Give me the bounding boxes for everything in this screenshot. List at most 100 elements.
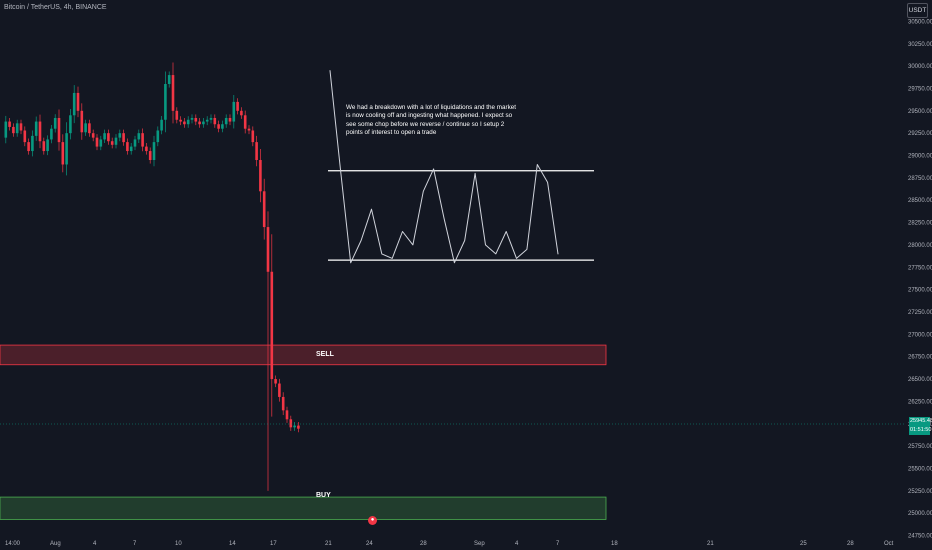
candle-body bbox=[34, 121, 38, 136]
time-tick-label: Sep bbox=[474, 541, 485, 547]
candle-body bbox=[114, 137, 118, 145]
price-tick-label: 28250.00 bbox=[908, 221, 932, 227]
time-tick-label: 4 bbox=[515, 541, 519, 547]
candle-body bbox=[217, 124, 220, 129]
candle-body bbox=[12, 126, 15, 134]
candle-body bbox=[19, 123, 23, 131]
buy-zone bbox=[0, 496, 607, 520]
candle-body bbox=[23, 130, 27, 143]
candle-body bbox=[65, 133, 68, 165]
candle-body bbox=[27, 142, 30, 152]
candle-body bbox=[171, 75, 175, 111]
candle-body bbox=[76, 92, 80, 111]
price-tick-label: 24750.00 bbox=[908, 534, 932, 540]
buy-zone-label: BUY bbox=[316, 492, 331, 499]
price-tick-label: 25250.00 bbox=[908, 489, 932, 495]
time-tick-label: 14 bbox=[229, 541, 236, 547]
candle-body bbox=[281, 396, 285, 411]
candle-body bbox=[251, 130, 255, 143]
candle-body bbox=[221, 124, 224, 129]
annotation-text: We had a breakdown with a lot of liquida… bbox=[346, 104, 517, 136]
symbol-title[interactable]: Bitcoin / TetherUS, 4h, BINANCE bbox=[4, 4, 107, 11]
candle-body bbox=[167, 75, 171, 84]
time-tick-label: 24 bbox=[366, 541, 373, 547]
candle-body bbox=[266, 227, 270, 272]
candle-body bbox=[289, 419, 293, 428]
candle-body bbox=[84, 123, 87, 133]
candle-body bbox=[183, 121, 186, 125]
candle-body bbox=[72, 92, 76, 116]
price-tick-label: 28000.00 bbox=[908, 243, 932, 249]
time-tick-label: 28 bbox=[420, 541, 427, 547]
candle-body bbox=[285, 410, 289, 420]
candle-body bbox=[255, 142, 258, 160]
time-axis[interactable]: 14:00 Aug 4 7 10 14 17 21 24 28 Sep 4 7 18 21 25 28 Oct bbox=[5, 541, 894, 547]
last-price-value: 25945.48 bbox=[910, 418, 932, 424]
currency-selector[interactable]: USDT bbox=[907, 3, 928, 18]
candle-body bbox=[8, 121, 11, 127]
candle-body bbox=[61, 142, 65, 165]
price-tick-label: 25000.00 bbox=[908, 511, 932, 517]
price-tick-label: 25750.00 bbox=[908, 444, 932, 450]
time-tick-label: 21 bbox=[325, 541, 332, 547]
price-tick-label: 27500.00 bbox=[908, 288, 932, 294]
candle-body bbox=[107, 133, 110, 142]
candle-body bbox=[186, 119, 190, 125]
price-tick-label: 26500.00 bbox=[908, 377, 932, 383]
price-axis[interactable]: 30500.00 30250.00 30000.00 29750.00 29500.00… bbox=[908, 19, 932, 539]
price-tick-label: 30500.00 bbox=[908, 19, 932, 25]
candle-body bbox=[148, 151, 152, 160]
candle-body bbox=[103, 133, 106, 140]
time-tick-label: 14:00 bbox=[5, 541, 21, 547]
candle-body bbox=[126, 142, 129, 152]
candle-body bbox=[164, 84, 167, 120]
price-tick-label: 27000.00 bbox=[908, 332, 932, 338]
zones-layer bbox=[0, 344, 607, 520]
candle-body bbox=[259, 160, 262, 192]
last-price-tag: 25945.48 01:51:50 bbox=[909, 417, 932, 435]
candle-body bbox=[190, 117, 194, 120]
candle-body bbox=[228, 117, 232, 122]
sell-zone bbox=[0, 344, 607, 366]
time-tick-label: 7 bbox=[556, 541, 560, 547]
time-tick-label: Aug bbox=[50, 541, 61, 547]
candles-layer bbox=[4, 62, 300, 491]
candle-body bbox=[15, 123, 19, 134]
price-tick-label: 29000.00 bbox=[908, 154, 932, 160]
countdown-value: 01:51:50 bbox=[910, 427, 932, 433]
candle-body bbox=[69, 115, 72, 134]
economic-event-icon[interactable]: ● bbox=[368, 516, 377, 525]
candle-body bbox=[42, 141, 46, 152]
candle-body bbox=[224, 117, 228, 125]
projection-sketch-line bbox=[329, 70, 559, 264]
candle-body bbox=[243, 115, 247, 129]
candle-body bbox=[205, 119, 209, 122]
price-tick-label: 28500.00 bbox=[908, 198, 932, 204]
candle-body bbox=[274, 379, 277, 384]
candle-body bbox=[50, 128, 53, 140]
candle-body bbox=[145, 146, 148, 152]
candle-body bbox=[91, 133, 95, 138]
candle-body bbox=[80, 110, 84, 133]
candle-body bbox=[122, 133, 125, 143]
candle-body bbox=[232, 101, 236, 122]
time-tick-label: Oct bbox=[884, 541, 894, 547]
candle-body bbox=[209, 117, 213, 120]
price-tick-label: 30250.00 bbox=[908, 42, 932, 48]
candle-body bbox=[129, 146, 133, 152]
time-tick-label: 25 bbox=[800, 541, 807, 547]
candle-body bbox=[236, 101, 239, 111]
candle-body bbox=[247, 128, 251, 131]
candle-body bbox=[160, 119, 163, 131]
candle-body bbox=[293, 425, 296, 428]
candle-body bbox=[202, 121, 205, 125]
candle-body bbox=[53, 117, 57, 129]
projection-sketch-layer bbox=[329, 70, 559, 264]
candle-body bbox=[156, 130, 160, 143]
candle-body bbox=[152, 142, 156, 160]
price-tick-label: 29500.00 bbox=[908, 109, 932, 115]
candle-body bbox=[31, 135, 34, 152]
time-tick-label: 10 bbox=[175, 541, 182, 547]
candle-body bbox=[133, 139, 137, 147]
